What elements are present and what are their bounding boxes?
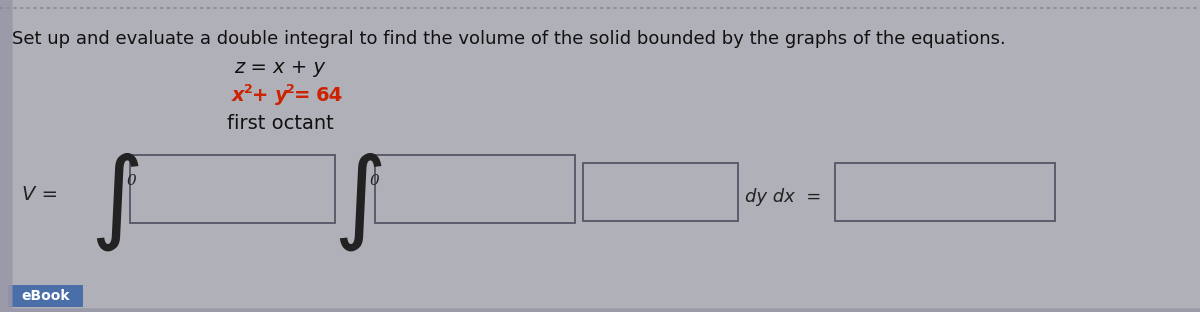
Text: dy dx  =: dy dx = — [745, 188, 821, 206]
Text: eBook: eBook — [22, 289, 70, 303]
Text: 64: 64 — [316, 86, 343, 105]
Bar — [583, 163, 738, 221]
Text: + y: + y — [252, 86, 288, 105]
Text: V =: V = — [22, 186, 58, 204]
Text: z = x + y: z = x + y — [234, 58, 325, 77]
Bar — [835, 163, 1055, 221]
Text: 0: 0 — [370, 174, 379, 188]
Bar — [8, 285, 83, 307]
Text: 2: 2 — [286, 83, 295, 96]
Bar — [130, 155, 335, 223]
Text: $\int$: $\int$ — [90, 151, 139, 253]
Text: first octant: first octant — [227, 114, 334, 133]
Bar — [374, 155, 575, 223]
Text: =: = — [294, 86, 317, 105]
Text: 2: 2 — [244, 83, 253, 96]
Text: Set up and evaluate a double integral to find the volume of the solid bounded by: Set up and evaluate a double integral to… — [12, 30, 1006, 48]
Text: 0: 0 — [127, 174, 137, 188]
Text: $\int$: $\int$ — [334, 151, 383, 253]
Text: x: x — [232, 86, 245, 105]
